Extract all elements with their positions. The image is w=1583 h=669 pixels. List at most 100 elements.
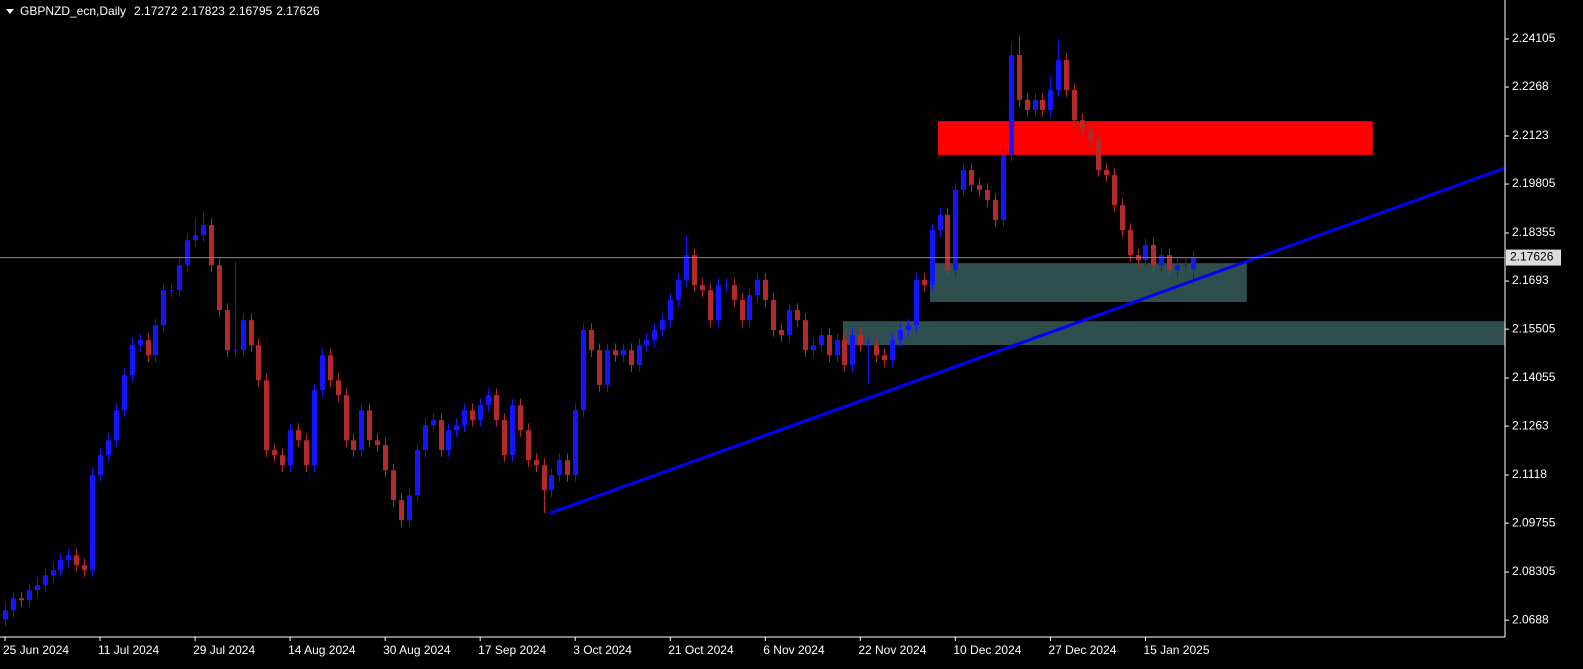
x-tick-label: 3 Oct 2024 — [573, 643, 632, 657]
candle-body — [431, 420, 436, 426]
candle-body — [161, 290, 166, 326]
candle-body — [589, 329, 594, 351]
candle-body — [969, 170, 974, 185]
candle-body — [1112, 175, 1117, 206]
candle-body — [961, 170, 966, 190]
candle-body — [684, 255, 689, 281]
candle-body — [367, 410, 372, 441]
header-low: 2.16795 — [229, 4, 273, 18]
candle-body — [407, 495, 412, 521]
header-close: 2.17626 — [276, 4, 320, 18]
candle-body — [27, 590, 32, 601]
x-tick-label: 22 Nov 2024 — [858, 643, 926, 657]
y-tick-label: 2.18355 — [1512, 225, 1556, 239]
candle-body — [795, 310, 800, 321]
y-tick-label: 2.1118 — [1512, 467, 1547, 481]
candle-body — [241, 320, 246, 351]
candle-body — [803, 320, 808, 351]
candle-body — [763, 280, 768, 300]
symbol: GBPNZD_ecn,Daily — [20, 4, 126, 18]
candle-body — [565, 460, 570, 476]
candle-body — [74, 555, 79, 566]
candle-body — [217, 265, 222, 311]
y-tick-label: 2.1693 — [1512, 273, 1549, 287]
candle-body — [542, 465, 547, 491]
y-tick-label: 2.24105 — [1512, 31, 1556, 45]
menu-triangle[interactable] — [6, 9, 14, 14]
candle-body — [209, 225, 214, 266]
candle-body — [1151, 244, 1156, 266]
candle-body — [82, 565, 87, 571]
candle-body — [1017, 54, 1022, 100]
candles — [3, 35, 1196, 627]
candle-body — [1104, 170, 1109, 176]
candle-body — [977, 184, 982, 190]
candle-body — [811, 345, 816, 351]
candle-body — [1191, 257, 1196, 270]
candle-body — [359, 410, 364, 451]
candle-body — [391, 470, 396, 501]
x-tick-label: 27 Dec 2024 — [1048, 643, 1116, 657]
candle-body — [914, 280, 919, 326]
candle-body — [1072, 90, 1077, 121]
candle-body — [906, 325, 911, 330]
y-tick-label: 2.15505 — [1512, 321, 1556, 335]
candle-body — [866, 345, 871, 347]
candle-body — [747, 295, 752, 321]
candle-body — [1080, 120, 1085, 130]
candle-body — [98, 455, 103, 476]
candle-body — [858, 335, 863, 346]
overlay — [0, 166, 1506, 515]
candle-body — [827, 335, 832, 356]
candle-body — [573, 410, 578, 476]
candle-body — [510, 405, 515, 456]
candle-body — [850, 335, 855, 366]
candle-body — [415, 450, 420, 496]
candle-body — [138, 340, 143, 346]
candle-body — [621, 350, 626, 356]
candle-body — [146, 340, 151, 356]
candle-body — [835, 340, 840, 356]
candle-body — [993, 200, 998, 220]
candle-body — [708, 290, 713, 321]
candle-body — [581, 329, 586, 411]
x-tick-label: 14 Aug 2024 — [288, 643, 356, 657]
candle-body — [605, 350, 610, 385]
candle-body — [771, 299, 776, 330]
candle-body — [462, 410, 467, 426]
candle-body — [842, 340, 847, 366]
trendline — [549, 166, 1506, 515]
candle-body — [106, 440, 111, 456]
candle-body — [114, 410, 119, 441]
candle-body — [1159, 255, 1164, 266]
candle-body — [439, 420, 444, 451]
candle-body — [644, 340, 649, 346]
candle-body — [890, 340, 895, 360]
candle-body — [344, 395, 349, 441]
candle-body — [1033, 99, 1038, 110]
candle-body — [502, 420, 507, 456]
candle-body — [652, 329, 657, 341]
candle-body — [43, 575, 48, 586]
candle-body — [11, 598, 16, 611]
candle-body — [494, 395, 499, 421]
candle-body — [35, 585, 40, 591]
candle-body — [629, 350, 634, 366]
candle-body — [637, 345, 642, 366]
candle-body — [328, 355, 333, 381]
header-high: 2.17823 — [181, 4, 225, 18]
candle-body — [819, 335, 824, 346]
zone — [930, 263, 1247, 302]
y-tick-label: 2.19805 — [1512, 176, 1556, 190]
candle-body — [423, 425, 428, 451]
candle-body — [478, 405, 483, 421]
price-label-box — [1506, 249, 1561, 266]
candle-body — [201, 225, 206, 236]
candle-body — [225, 310, 230, 351]
candle-body — [938, 214, 943, 231]
candle-body — [375, 440, 380, 446]
y-tick-label: 2.14055 — [1512, 370, 1556, 384]
x-tick-label: 21 Oct 2024 — [668, 643, 734, 657]
candle-body — [351, 440, 356, 451]
